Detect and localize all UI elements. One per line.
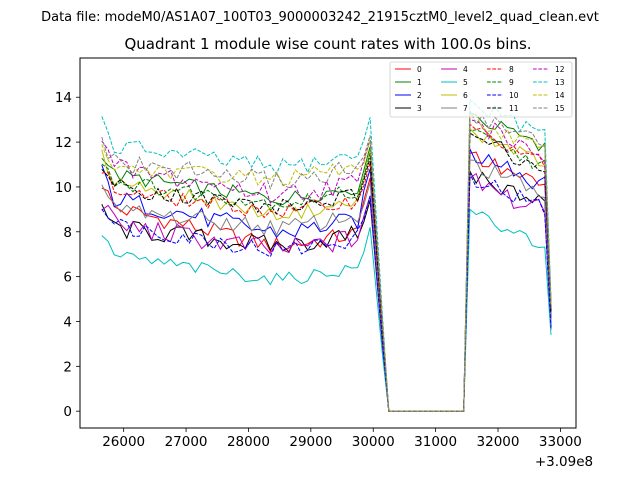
chart-title: Quadrant 1 module wise count rates with … (124, 35, 531, 53)
legend-label: 13 (555, 78, 565, 87)
x-tick-label: 32000 (477, 434, 520, 450)
x-tick-label: 28000 (227, 434, 270, 450)
figure-suptitle: Data file: modeM0/AS1A07_100T03_90000032… (41, 10, 599, 25)
legend-label: 2 (417, 91, 422, 100)
x-tick-label: 27000 (165, 434, 208, 450)
legend-label: 0 (417, 65, 422, 74)
series-line-14 (101, 114, 552, 412)
legend-label: 7 (463, 104, 468, 113)
legend-box (389, 61, 573, 118)
series-line-15 (101, 110, 552, 412)
y-tick-label: 6 (63, 270, 72, 286)
series-line-11 (101, 132, 552, 412)
series-line-8 (101, 123, 552, 412)
legend-label: 15 (555, 104, 565, 113)
x-tick-label: 26000 (102, 434, 145, 450)
legend-label: 12 (555, 65, 565, 74)
plot-lines (101, 98, 552, 412)
legend-label: 3 (417, 104, 422, 113)
legend-label: 9 (509, 78, 514, 87)
x-tick-label: 30000 (352, 434, 395, 450)
legend-label: 8 (509, 65, 514, 74)
series-line-12 (101, 119, 552, 412)
x-offset-label: +3.09e8 (535, 454, 593, 470)
legend-label: 4 (463, 65, 468, 74)
series-line-2 (101, 148, 552, 412)
legend-label: 10 (509, 91, 519, 100)
y-tick-label: 0 (63, 404, 72, 420)
legend-label: 6 (463, 91, 468, 100)
y-tick-label: 10 (55, 180, 72, 196)
series-line-10 (101, 173, 552, 412)
x-axis: 26000 27000 28000 29000 30000 31000 32000 33000 (102, 428, 582, 450)
series-line-5 (101, 208, 552, 412)
series-line-4 (101, 172, 552, 412)
y-tick-label: 8 (63, 225, 72, 241)
legend-label: 1 (417, 78, 422, 87)
x-tick-label: 33000 (539, 434, 582, 450)
plot-frame (79, 57, 577, 429)
x-tick-label: 31000 (414, 434, 457, 450)
y-tick-label: 14 (55, 90, 72, 106)
series-line-7 (101, 159, 552, 412)
y-tick-label: 2 (63, 359, 72, 375)
legend-label: 11 (509, 104, 519, 113)
legend-label: 14 (555, 91, 565, 100)
x-tick-label: 29000 (289, 434, 332, 450)
y-axis: 0 2 4 6 8 10 12 14 (55, 90, 80, 420)
y-tick-label: 12 (55, 135, 72, 151)
y-tick-label: 4 (63, 314, 72, 330)
legend-label: 5 (463, 78, 468, 87)
